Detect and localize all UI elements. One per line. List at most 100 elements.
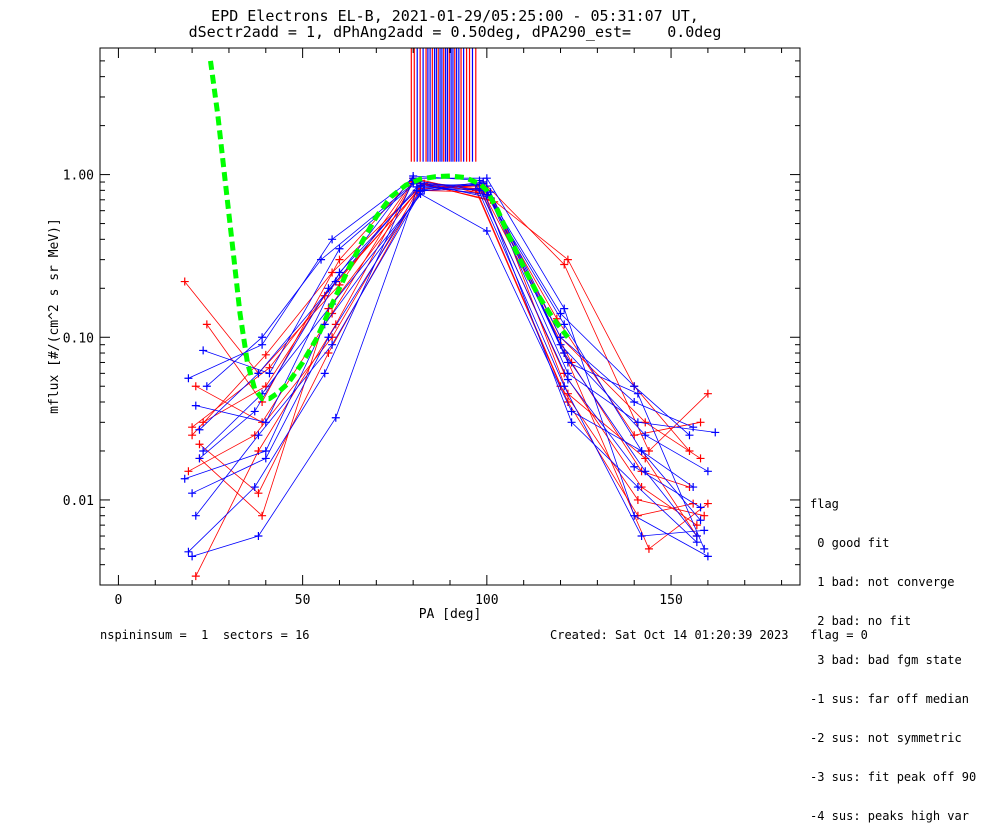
data-point-marker <box>560 260 569 269</box>
data-point-marker <box>560 349 569 358</box>
data-point-marker <box>703 499 712 508</box>
series-line-19 <box>188 180 709 553</box>
data-point-marker <box>254 369 263 378</box>
data-point-marker <box>188 489 197 498</box>
data-point-marker <box>191 382 200 391</box>
axis-layer: 0 50 100 150 0.01 0.10 1.00 <box>63 47 800 608</box>
data-point-marker <box>335 268 344 277</box>
series-line-13 <box>199 175 690 459</box>
data-point-marker <box>556 340 565 349</box>
data-point-marker <box>633 389 642 398</box>
data-point-marker <box>261 446 270 455</box>
fit-curve-layer <box>208 60 570 402</box>
data-point-marker <box>563 255 572 264</box>
data-point-marker <box>700 526 709 535</box>
data-point-marker <box>700 511 709 520</box>
legend-title: flag <box>810 497 839 511</box>
data-point-marker <box>261 418 270 427</box>
data-point-marker <box>180 474 189 483</box>
legend-entry: -1 sus: far off median <box>810 692 969 706</box>
pitch-angle-chart: 0 50 100 150 0.01 0.10 1.00 PA [deg] mflux [#/… <box>47 47 801 622</box>
series-line-5 <box>188 181 709 472</box>
series-line-9 <box>195 180 698 537</box>
data-point-marker <box>250 483 259 492</box>
data-point-marker <box>191 401 200 410</box>
data-point-marker <box>689 483 698 492</box>
data-point-marker <box>633 418 642 427</box>
data-point-marker <box>482 174 491 183</box>
series-layer <box>180 172 720 581</box>
data-point-marker <box>261 454 270 463</box>
data-point-marker <box>199 418 208 427</box>
data-point-marker <box>199 346 208 355</box>
data-point-marker <box>696 418 705 427</box>
series-line-12 <box>184 193 701 521</box>
data-point-marker <box>685 431 694 440</box>
data-point-marker <box>191 511 200 520</box>
data-point-marker <box>641 431 650 440</box>
data-point-marker <box>563 397 572 406</box>
data-point-marker <box>180 277 189 286</box>
data-point-marker <box>331 320 340 329</box>
data-point-marker <box>331 413 340 422</box>
data-point-marker <box>560 382 569 391</box>
series-line-18 <box>199 186 698 543</box>
data-point-marker <box>641 418 650 427</box>
data-point-marker <box>195 425 204 434</box>
data-point-marker <box>560 320 569 329</box>
data-point-marker <box>328 340 337 349</box>
data-point-marker <box>630 431 639 440</box>
data-point-marker <box>689 499 698 508</box>
data-point-marker <box>184 467 193 476</box>
data-point-marker <box>644 544 653 553</box>
legend-entry: -4 sus: peaks high var <box>810 809 969 823</box>
footer-spin-info: nspininsum = 1 sectors = 16 <box>100 628 310 642</box>
marker-lines-layer <box>410 48 477 162</box>
data-point-marker <box>692 538 701 547</box>
fit-curve <box>208 60 570 402</box>
data-point-marker <box>633 495 642 504</box>
chart-subtitle: dSectr2add = 1, dPhAng2add = 0.50deg, dP… <box>188 23 722 41</box>
series-line-21 <box>195 184 694 488</box>
series-line-15 <box>195 183 716 516</box>
data-point-marker <box>258 511 267 520</box>
data-point-marker <box>335 244 344 253</box>
y-tick-label: 0.01 <box>63 494 94 509</box>
series-line-0 <box>184 180 709 550</box>
x-axis-label: PA [deg] <box>419 607 482 622</box>
chart-title: EPD Electrons EL-B, 2021-01-29/05:25:00 … <box>211 7 699 25</box>
data-point-marker <box>630 397 639 406</box>
data-point-marker <box>696 516 705 525</box>
data-point-marker <box>265 369 274 378</box>
data-point-marker <box>254 431 263 440</box>
legend-entry: -2 sus: not symmetric <box>810 731 962 745</box>
data-point-marker <box>560 304 569 313</box>
data-point-marker <box>637 446 646 455</box>
data-point-marker <box>261 350 270 359</box>
data-point-marker <box>199 446 208 455</box>
data-point-marker <box>703 389 712 398</box>
x-tick-label: 0 <box>115 593 123 608</box>
data-point-marker <box>567 407 576 416</box>
series-line-17 <box>191 183 705 537</box>
data-point-marker <box>188 431 197 440</box>
series-line-3 <box>195 181 701 577</box>
data-point-marker <box>703 467 712 476</box>
data-point-marker <box>258 340 267 349</box>
data-point-marker <box>556 333 565 342</box>
data-point-marker <box>202 320 211 329</box>
series-line-2 <box>199 185 698 526</box>
series-line-20 <box>202 188 701 508</box>
data-point-marker <box>324 333 333 342</box>
data-point-marker <box>644 446 653 455</box>
data-point-marker <box>696 503 705 512</box>
data-point-marker <box>191 572 200 581</box>
x-tick-label: 50 <box>295 593 311 608</box>
data-point-marker <box>637 532 646 541</box>
legend-entry: 3 bad: bad fgm state <box>810 653 962 667</box>
data-point-marker <box>195 454 204 463</box>
data-point-marker <box>335 255 344 264</box>
data-point-marker <box>202 382 211 391</box>
data-point-marker <box>689 423 698 432</box>
series-line-7 <box>199 184 690 494</box>
